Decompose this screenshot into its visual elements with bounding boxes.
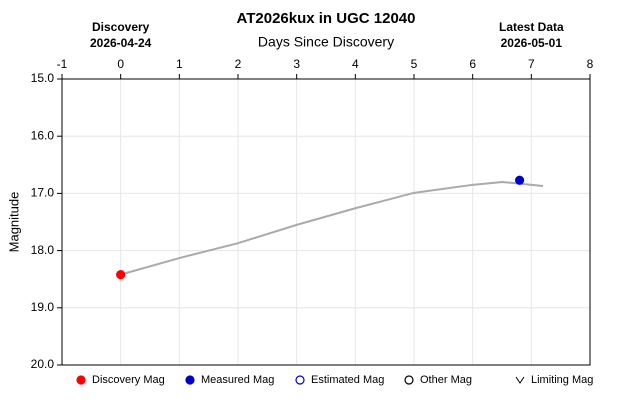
y-tick-label: 16.0 [31,128,55,142]
legend-marker [515,376,525,384]
x-tick-label: 4 [352,57,359,71]
legend-marker [185,375,195,385]
annotation-label: Discovery [92,20,150,34]
data-point [514,175,525,185]
annotation-date: 2026-04-24 [90,36,152,50]
legend-label: Discovery Mag [92,374,165,386]
legend-marker [404,375,414,385]
y-tick-label: 15.0 [31,71,55,85]
data-point [116,270,126,280]
x-tick-label: 0 [117,57,124,71]
x-tick-label: 3 [293,57,300,71]
legend-marker [295,375,305,385]
legend-label: Other Mag [420,374,472,386]
chart-title: AT2026kux in UGC 12040 [237,10,416,27]
legend-marker [76,375,86,385]
y-tick-label: 19.0 [31,300,55,314]
annotation-date: 2026-05-01 [501,36,563,50]
annotation-label: Latest Data [499,20,564,34]
y-tick-label: 18.0 [31,243,55,257]
y-axis-label: Magnitude [6,192,21,253]
x-axis-label: Days Since Discovery [258,34,394,50]
trend-line [120,180,544,276]
x-tick-label: -1 [57,57,68,71]
x-tick-label: 8 [587,57,594,71]
y-tick-label: 20.0 [31,357,55,371]
x-tick-label: 2 [235,57,242,71]
plot-frame [61,78,591,366]
x-tick-label: 1 [176,57,183,71]
legend-label: Measured Mag [201,374,274,386]
legend-label: Estimated Mag [311,374,384,386]
legend-label: Limiting Mag [531,374,593,386]
x-tick-label: 6 [469,57,476,71]
x-tick-label: 5 [411,57,418,71]
y-tick-label: 17.0 [31,186,55,200]
x-tick-label: 7 [528,57,535,71]
